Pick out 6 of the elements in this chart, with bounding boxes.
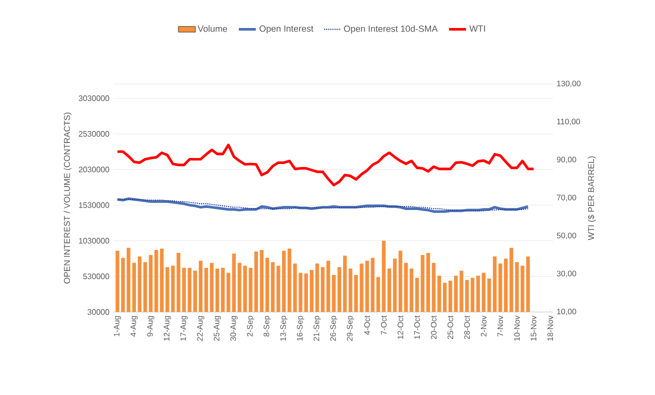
legend-label: Open Interest 10d-SMA [344,25,438,34]
y2-axis-title: WTI ($ PER BARREL) [588,156,596,240]
legend-label: Open Interest [260,25,314,34]
legend-label: WTI [469,25,485,32]
y-axis-title: OPEN INTEREST / VOLUME (CONTRACTS) [64,112,72,284]
legend-label: Volume [198,25,228,32]
